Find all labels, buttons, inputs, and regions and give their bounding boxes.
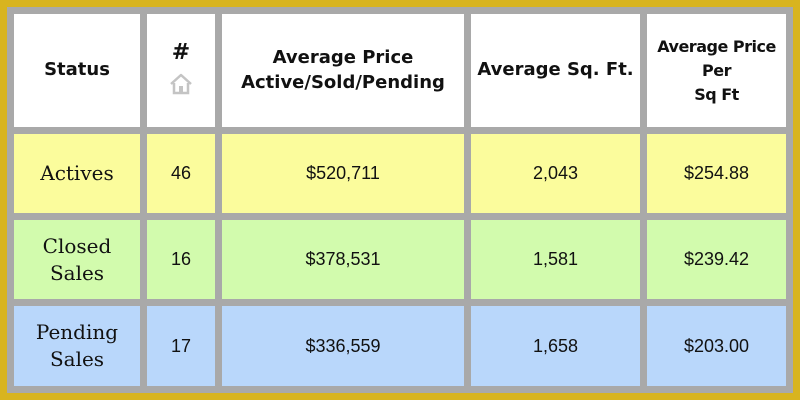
ppsf-value: $254.88 (683, 163, 750, 183)
header-ppsf-line3: Sq Ft (694, 84, 739, 104)
status-label-line2: Sales (49, 347, 105, 371)
row-pending-avg-sqft: 1,658 (471, 306, 640, 386)
header-count-label: # (171, 40, 191, 65)
header-status: Status (14, 14, 140, 127)
row-pending-count: 17 (147, 306, 215, 386)
header-count: # (147, 14, 215, 127)
header-status-label: Status (44, 59, 110, 81)
header-price-per-sqft: Average Price Per Sq Ft (647, 14, 786, 127)
avg-sqft-value: 1,581 (532, 249, 579, 269)
row-pending-avg-price: $336,559 (222, 306, 464, 386)
row-closed-count: 16 (147, 220, 215, 299)
header-avg-price: Average Price Active/Sold/Pending (222, 14, 464, 127)
avg-sqft-value: 2,043 (532, 163, 579, 183)
status-label-line1: Closed (42, 233, 112, 258)
row-closed-status: Closed Sales (14, 220, 140, 299)
stats-table: Status # Average Price Active/Sold/Pendi… (7, 7, 793, 393)
row-actives-count: 46 (147, 134, 215, 213)
avg-price-value: $520,711 (306, 163, 380, 183)
row-closed-ppsf: $239.42 (647, 220, 786, 299)
status-label-line1: Pending (35, 320, 119, 344)
row-pending-status: Pending Sales (14, 306, 140, 386)
status-label-line2: Sales (49, 260, 105, 285)
count-value: 16 (170, 249, 192, 269)
avg-price-value: $378,531 (305, 249, 381, 269)
row-actives-avg-sqft: 2,043 (471, 134, 640, 213)
avg-sqft-value: 1,658 (532, 335, 579, 356)
header-avg-price-line2: Active/Sold/Pending (241, 71, 445, 93)
row-pending-ppsf: $203.00 (647, 306, 786, 386)
header-ppsf-line2: Per (702, 60, 731, 80)
header-avg-price-line1: Average Price (272, 47, 414, 69)
row-closed-avg-sqft: 1,581 (471, 220, 640, 299)
count-value: 17 (170, 335, 192, 356)
header-avg-sqft: Average Sq. Ft. (471, 14, 640, 127)
ppsf-value: $239.42 (683, 249, 750, 269)
header-ppsf-line1: Average Price (657, 36, 776, 56)
home-icon (168, 72, 194, 103)
status-label: Actives (40, 161, 114, 185)
row-actives-avg-price: $520,711 (222, 134, 464, 213)
count-value: 46 (170, 163, 192, 183)
header-avg-sqft-label: Average Sq. Ft. (477, 59, 634, 81)
row-closed-avg-price: $378,531 (222, 220, 464, 299)
row-actives-ppsf: $254.88 (647, 134, 786, 213)
avg-price-value: $336,559 (305, 335, 381, 356)
row-actives-status: Actives (14, 134, 140, 213)
ppsf-value: $203.00 (683, 335, 750, 356)
